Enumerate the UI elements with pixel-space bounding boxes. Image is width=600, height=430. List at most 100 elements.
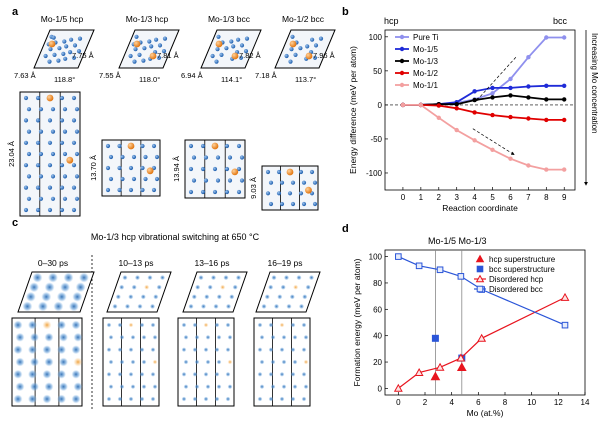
- atom-cloud: [271, 275, 277, 281]
- atom-cloud: [30, 382, 39, 392]
- atom: [68, 50, 73, 55]
- atom: [62, 174, 68, 179]
- y-tick-label: 40: [373, 332, 382, 341]
- atom-cloud: [277, 294, 283, 300]
- atom-cloud: [257, 322, 263, 328]
- atom: [35, 140, 41, 145]
- panel-a: a Mo-1/5 hcp 7.75 Å 7.63 Å 118.8° Mo-1/3 hcp…: [7, 6, 336, 217]
- atom-cloud: [60, 282, 71, 293]
- atom-cloud: [156, 284, 162, 290]
- atom: [236, 166, 242, 172]
- atom-cloud: [71, 345, 81, 355]
- x-axis-label: Reaction coordinate: [442, 203, 518, 213]
- atom: [71, 207, 77, 213]
- mo-atom: [127, 142, 135, 150]
- atom-cloud: [257, 371, 263, 377]
- x-tick-label: 6: [476, 398, 481, 407]
- atom-cloud: [28, 369, 37, 379]
- atom-cloud: [264, 294, 270, 300]
- atom-cloud: [281, 384, 287, 390]
- atom-cloud: [257, 347, 263, 353]
- atom: [219, 52, 224, 58]
- atom-cloud: [57, 369, 66, 379]
- legend-marker: [399, 46, 405, 52]
- atom-cloud: [301, 322, 307, 328]
- atom: [35, 163, 41, 168]
- cell-title: Mo-1/3 hcp: [126, 14, 169, 24]
- atom-cloud: [194, 334, 200, 340]
- x-tick-label: 8: [544, 193, 549, 202]
- atom: [265, 169, 271, 175]
- atom-cloud: [79, 272, 89, 283]
- mo-atom: [231, 168, 239, 176]
- hcp-end-label: hcp: [384, 16, 399, 26]
- legend-marker: [476, 265, 484, 273]
- increasing-mo-label: Increasing Mo concentration: [590, 33, 599, 134]
- time-label: 0–30 ps: [38, 258, 68, 268]
- atom-cloud: [225, 347, 231, 353]
- atom: [59, 118, 65, 123]
- data-point: [544, 117, 549, 123]
- disordered-bcc-point: [395, 253, 402, 260]
- legend-label: Pure Ti: [413, 33, 439, 42]
- atom-cloud: [214, 347, 220, 353]
- x-tick-label: 5: [490, 193, 495, 202]
- atom: [188, 166, 194, 172]
- atom-cloud: [119, 384, 125, 390]
- atom-cloud: [210, 275, 217, 281]
- atom-cloud: [290, 347, 296, 353]
- atom: [47, 118, 53, 123]
- cell-height-label: 13.70 Å: [89, 155, 98, 181]
- atom-cloud: [134, 275, 141, 281]
- atom: [23, 185, 29, 190]
- atom-cloud: [44, 282, 55, 293]
- atom: [43, 53, 48, 59]
- atom-cloud: [42, 369, 52, 379]
- x-tick-label: 8: [503, 398, 508, 407]
- plot-frame: [384, 29, 576, 191]
- atom: [212, 189, 218, 195]
- atom: [23, 95, 29, 101]
- atom: [141, 58, 146, 63]
- atom-cloud: [15, 332, 25, 342]
- top-cell-outline: [118, 29, 180, 69]
- atom-cloud: [119, 334, 125, 340]
- atom-cloud: [72, 291, 83, 302]
- data-point: [562, 97, 567, 102]
- disordered-hcp-point: [456, 353, 466, 362]
- atom: [51, 35, 56, 40]
- atom: [154, 176, 160, 182]
- atom-cloud: [225, 396, 231, 402]
- atom: [71, 118, 77, 123]
- atom: [236, 37, 241, 42]
- atom-cloud: [13, 320, 23, 330]
- x-tick-label: 1: [419, 193, 424, 202]
- mo-atom: [133, 40, 141, 48]
- length-b-label: 7.81 Å: [157, 51, 179, 60]
- atom: [151, 187, 157, 193]
- atom: [203, 155, 209, 160]
- x-axis-label: Mo (at.%): [467, 408, 504, 418]
- series-line-mo-1-2: [402, 104, 565, 121]
- y-tick-label: -50: [370, 135, 382, 144]
- atom: [191, 178, 197, 183]
- atom-cloud: [152, 334, 158, 340]
- atom-cloud: [205, 334, 211, 340]
- atom: [161, 49, 167, 54]
- atom-cloud: [280, 284, 286, 290]
- disordered-hcp-point: [560, 292, 570, 301]
- plot-frame: [384, 249, 586, 396]
- atom: [23, 118, 29, 123]
- atom-cloud: [63, 272, 74, 283]
- atom: [216, 34, 221, 39]
- atom-cloud: [44, 382, 54, 392]
- atom: [214, 59, 219, 64]
- atom-cloud: [68, 301, 79, 312]
- atom-cloud: [227, 359, 233, 365]
- data-point: [508, 85, 513, 91]
- panel-c-title: Mo-1/3 hcp vibrational switching at 650 …: [91, 232, 260, 242]
- atom-cloud: [290, 371, 296, 377]
- x-tick-label: 3: [454, 193, 459, 202]
- atom: [105, 165, 111, 171]
- atom: [313, 43, 319, 48]
